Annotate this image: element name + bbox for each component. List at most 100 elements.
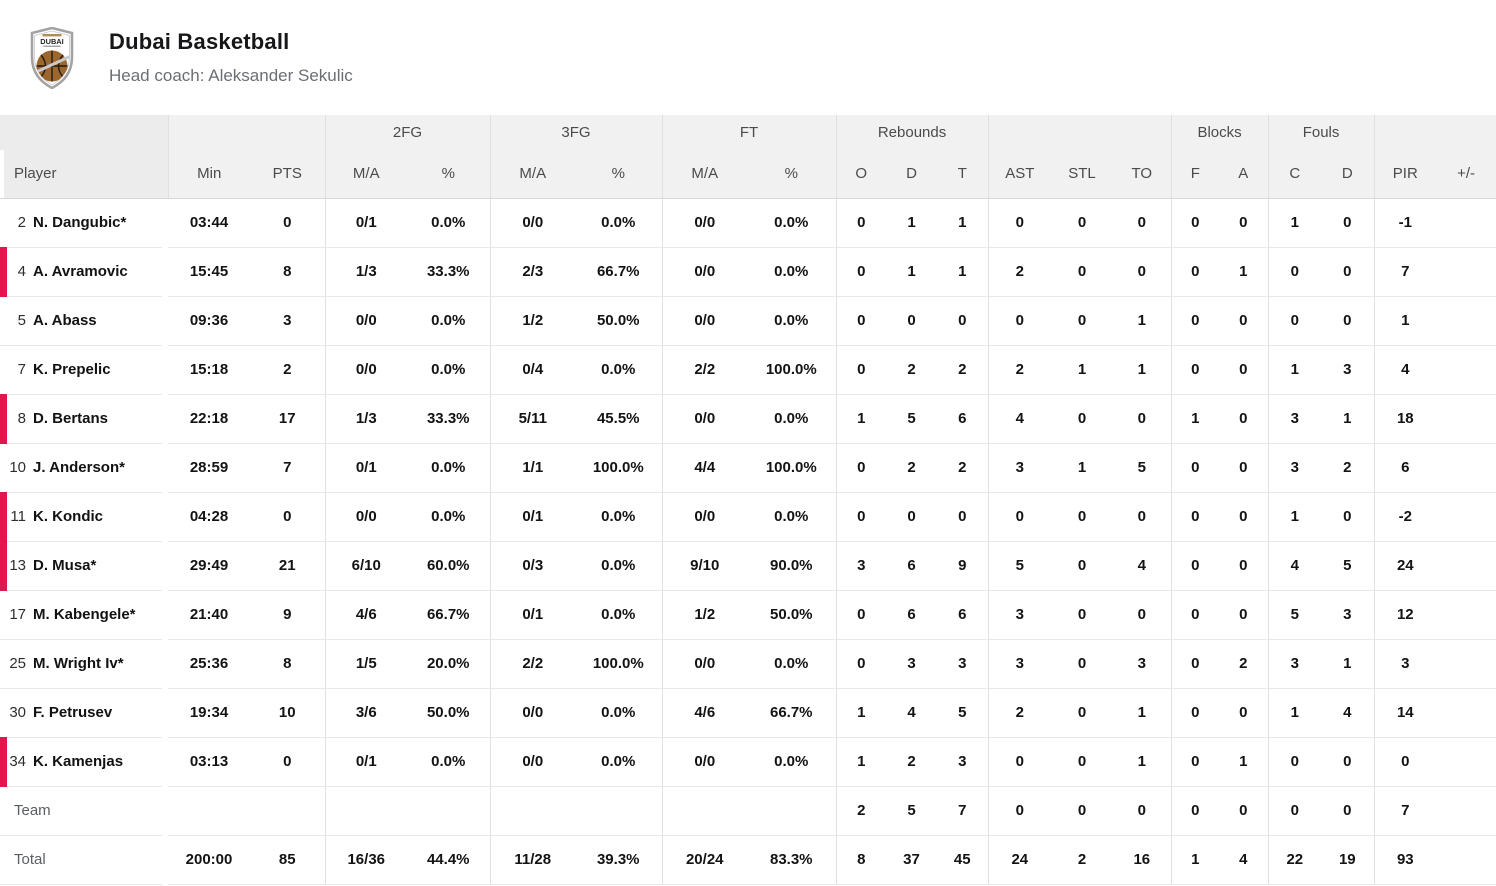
stat-reb-o: 0 bbox=[835, 296, 887, 346]
stat-reb-o: 0 bbox=[835, 198, 887, 248]
group-fouls: Fouls bbox=[1267, 115, 1375, 150]
player-name-cell: 17 M. Kabengele* bbox=[0, 590, 162, 640]
jersey-number: 2 bbox=[17, 214, 26, 231]
col-pir: PIR bbox=[1373, 150, 1437, 199]
stat-ft-ma: 0/0 bbox=[661, 492, 747, 542]
stat-foul-c: 0 bbox=[1267, 247, 1322, 297]
stat-to: 16 bbox=[1113, 835, 1172, 885]
stat-pir: -2 bbox=[1373, 492, 1437, 542]
stat-foul-d: 3 bbox=[1321, 345, 1375, 395]
stat-reb-d: 6 bbox=[886, 590, 938, 640]
jersey-number: 8 bbox=[17, 410, 26, 427]
stat-blk-a: 4 bbox=[1219, 835, 1269, 885]
col-2fg-ma: M/A bbox=[324, 150, 407, 199]
player-row: 8 D. Bertans 22:18 17 1/3 33.3% 5/11 45.5% 0/0 0.… bbox=[0, 393, 1496, 444]
stat-fg3-pct: 0.0% bbox=[575, 688, 662, 738]
stat-pts: 0 bbox=[250, 198, 325, 248]
stat-reb-o: 3 bbox=[835, 541, 887, 591]
stat-ft-pct bbox=[747, 786, 837, 836]
stat-reb-o: 2 bbox=[835, 786, 887, 836]
player-name[interactable]: K. Kondic bbox=[33, 508, 103, 525]
stat-fg2-ma: 1/3 bbox=[324, 394, 407, 444]
table-header: 2FG 3FG FT Rebounds Blocks Fouls Player … bbox=[0, 115, 1496, 199]
player-group-header bbox=[0, 115, 168, 150]
stat-stl: 0 bbox=[1051, 639, 1114, 689]
stat-ft-ma: 0/0 bbox=[661, 639, 747, 689]
stat-pir: 6 bbox=[1373, 443, 1437, 493]
stat-plus-minus bbox=[1436, 345, 1496, 395]
stat-ast: 3 bbox=[987, 639, 1052, 689]
stat-min bbox=[168, 786, 250, 836]
player-name[interactable]: K. Kamenjas bbox=[33, 753, 124, 770]
player-name[interactable]: F. Petrusev bbox=[33, 704, 113, 721]
col-pts: PTS bbox=[250, 150, 325, 199]
stat-reb-o: 0 bbox=[835, 590, 887, 640]
stat-fg3-ma: 0/1 bbox=[489, 590, 575, 640]
stat-ft-ma bbox=[661, 786, 747, 836]
team-logo: DUBAI bbox=[30, 26, 74, 89]
stat-pts: 21 bbox=[250, 541, 325, 591]
player-name[interactable]: N. Dangubic* bbox=[33, 214, 127, 231]
player-name[interactable]: M. Kabengele* bbox=[33, 606, 136, 623]
stat-pts: 17 bbox=[250, 394, 325, 444]
stat-pir: -1 bbox=[1373, 198, 1437, 248]
stat-ast: 0 bbox=[987, 786, 1052, 836]
stat-pir: 1 bbox=[1373, 296, 1437, 346]
stat-foul-d: 0 bbox=[1321, 737, 1375, 787]
stat-reb-t: 3 bbox=[937, 639, 989, 689]
stat-stl: 0 bbox=[1051, 247, 1114, 297]
stat-plus-minus bbox=[1436, 590, 1496, 640]
stat-reb-o: 0 bbox=[835, 443, 887, 493]
col-reb-d: D bbox=[886, 150, 938, 199]
group-pir-plusminus bbox=[1373, 115, 1496, 150]
stat-ft-ma: 4/4 bbox=[661, 443, 747, 493]
stat-foul-d: 0 bbox=[1321, 198, 1375, 248]
player-name[interactable]: D. Bertans bbox=[33, 410, 109, 427]
stat-ast: 0 bbox=[987, 492, 1052, 542]
col-foul-c: C bbox=[1267, 150, 1322, 199]
stat-stl: 0 bbox=[1051, 688, 1114, 738]
min-pts-group-header bbox=[167, 115, 325, 150]
stat-fg2-ma bbox=[324, 786, 407, 836]
player-name[interactable]: A. Avramovic bbox=[33, 263, 128, 280]
stat-to: 1 bbox=[1113, 688, 1172, 738]
player-name[interactable]: A. Abass bbox=[33, 312, 97, 329]
stat-ft-pct: 50.0% bbox=[747, 590, 837, 640]
stat-reb-o: 0 bbox=[835, 492, 887, 542]
stat-fg2-pct: 0.0% bbox=[407, 737, 490, 787]
player-name-cell: 7 K. Prepelic bbox=[0, 345, 162, 395]
stat-ft-pct: 0.0% bbox=[747, 247, 837, 297]
stat-fg2-ma: 1/3 bbox=[324, 247, 407, 297]
group-2fg: 2FG bbox=[324, 115, 490, 150]
stat-fg3-pct: 39.3% bbox=[575, 835, 662, 885]
player-name[interactable]: M. Wright Iv* bbox=[33, 655, 124, 672]
jersey-number: 17 bbox=[9, 606, 26, 623]
stat-min: 03:13 bbox=[168, 737, 250, 787]
stat-foul-c: 0 bbox=[1267, 737, 1322, 787]
stat-blk-f: 0 bbox=[1170, 345, 1220, 395]
player-row: 34 K. Kamenjas 03:13 0 0/1 0.0% 0/0 0.0% 0/0 0.0%… bbox=[0, 736, 1496, 787]
stat-blk-a: 2 bbox=[1219, 639, 1269, 689]
jersey-number: 7 bbox=[17, 361, 26, 378]
group-3fg: 3FG bbox=[489, 115, 662, 150]
stat-ft-ma: 9/10 bbox=[661, 541, 747, 591]
stat-foul-d: 1 bbox=[1321, 639, 1375, 689]
stat-pts: 85 bbox=[250, 835, 325, 885]
stat-foul-d: 5 bbox=[1321, 541, 1375, 591]
stat-reb-t: 2 bbox=[937, 443, 989, 493]
player-name[interactable]: J. Anderson* bbox=[33, 459, 125, 476]
stat-blk-a: 0 bbox=[1219, 590, 1269, 640]
stat-to: 4 bbox=[1113, 541, 1172, 591]
stat-pir: 24 bbox=[1373, 541, 1437, 591]
stat-ft-pct: 0.0% bbox=[747, 492, 837, 542]
jersey-number: 4 bbox=[17, 263, 26, 280]
stat-reb-d: 5 bbox=[886, 786, 938, 836]
stat-ft-pct: 100.0% bbox=[747, 345, 837, 395]
stat-fg3-pct: 0.0% bbox=[575, 541, 662, 591]
player-name[interactable]: D. Musa* bbox=[33, 557, 97, 574]
player-name[interactable]: K. Prepelic bbox=[33, 361, 111, 378]
stat-fg2-pct: 0.0% bbox=[407, 198, 490, 248]
player-row: 30 F. Petrusev 19:34 10 3/6 50.0% 0/0 0.0% 4/6 66… bbox=[0, 688, 1496, 738]
stat-min: 22:18 bbox=[168, 394, 250, 444]
col-ft-pct: % bbox=[747, 150, 837, 199]
